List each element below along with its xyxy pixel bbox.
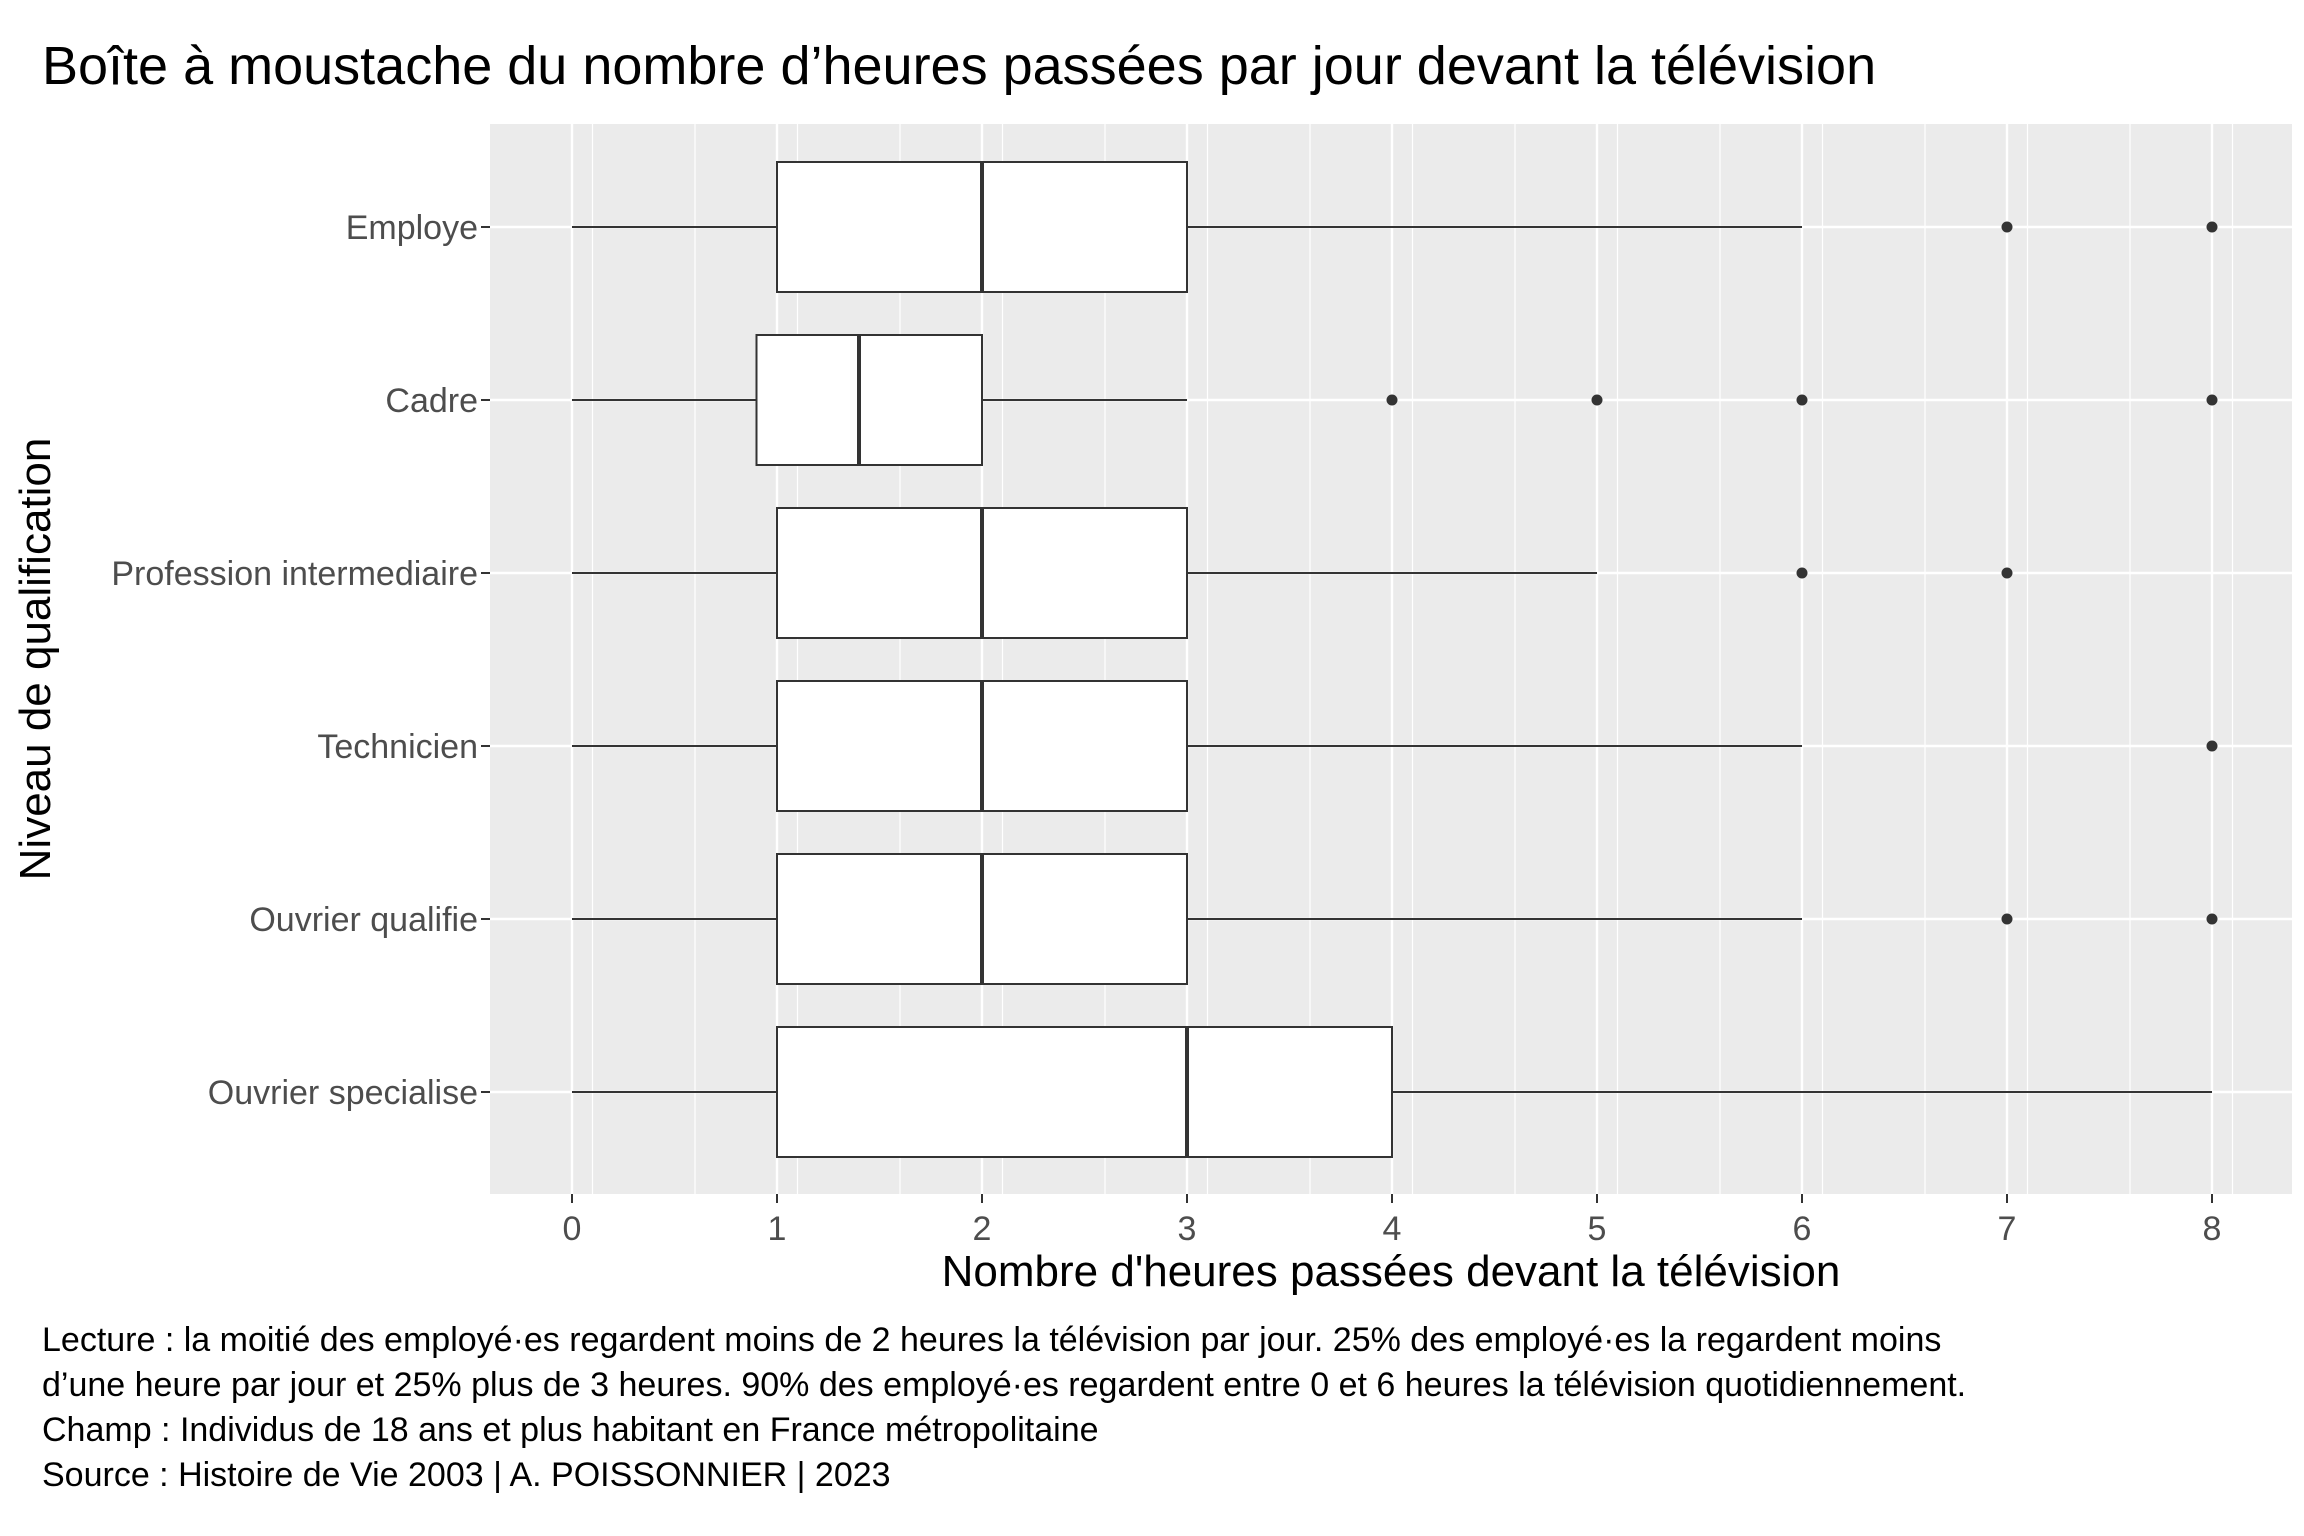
box-ouvrier-specialise [572, 1026, 2212, 1158]
outlier-point [2206, 394, 2218, 406]
x-tick-label: 7 [1998, 1210, 2017, 1248]
y-tick-label: Cadre [385, 382, 478, 420]
box-ouvrier-qualifie [572, 853, 2218, 985]
y-tick-label: Technicien [317, 728, 478, 766]
x-tick-label: 6 [1793, 1210, 1812, 1248]
caption-scope-line: Champ : Individus de 18 ans et plus habi… [42, 1411, 1099, 1449]
y-tick-label: Profession intermediaire [111, 555, 478, 593]
caption-source-line: Source : Histoire de Vie 2003 | A. POISS… [42, 1456, 891, 1494]
x-tick-label: 5 [1588, 1210, 1607, 1248]
y-axis-title: Niveau de qualification [11, 438, 60, 881]
caption: Lecture : la moitié des employé·es regar… [42, 1318, 1966, 1498]
outlier-point [2206, 913, 2218, 925]
x-tick-label: 3 [1178, 1210, 1197, 1248]
caption-reading-line-1: Lecture : la moitié des employé·es regar… [42, 1321, 1942, 1359]
outlier-point [2206, 221, 2218, 233]
y-tick-label: Ouvrier qualifie [249, 901, 478, 939]
outlier-point [2001, 913, 2013, 925]
x-tick-label: 4 [1383, 1210, 1402, 1248]
x-tick-label: 2 [973, 1210, 992, 1248]
outlier-point [2001, 567, 2013, 579]
outlier-point [1796, 567, 1808, 579]
x-axis-title: Nombre d'heures passées devant la télévi… [942, 1247, 1841, 1296]
iqr-box [755, 334, 983, 466]
box-technicien [572, 680, 2218, 812]
x-tick-label: 0 [563, 1210, 582, 1248]
caption-reading-line-2: d’une heure par jour et 25% plus de 3 he… [42, 1366, 1967, 1404]
outlier-point [1386, 394, 1398, 406]
y-tick-label: Ouvrier specialise [208, 1074, 478, 1112]
x-tick-label: 8 [2203, 1210, 2222, 1248]
y-tick-label: Employe [346, 209, 478, 247]
box-layer [572, 161, 2218, 1158]
iqr-box [776, 1026, 1393, 1158]
axis-layer: Employe Cadre Profession intermediaire Tech… [111, 209, 2221, 1248]
outlier-point [2206, 740, 2218, 752]
box-profession-intermediaire [572, 507, 2013, 639]
chart-title: Boîte à moustache du nombre d’heures pas… [42, 36, 1876, 96]
box-employe [572, 161, 2218, 293]
outlier-point [2001, 221, 2013, 233]
box-cadre [572, 334, 2218, 466]
outlier-point [1796, 394, 1808, 406]
outlier-point [1591, 394, 1603, 406]
x-tick-label: 1 [768, 1210, 787, 1248]
